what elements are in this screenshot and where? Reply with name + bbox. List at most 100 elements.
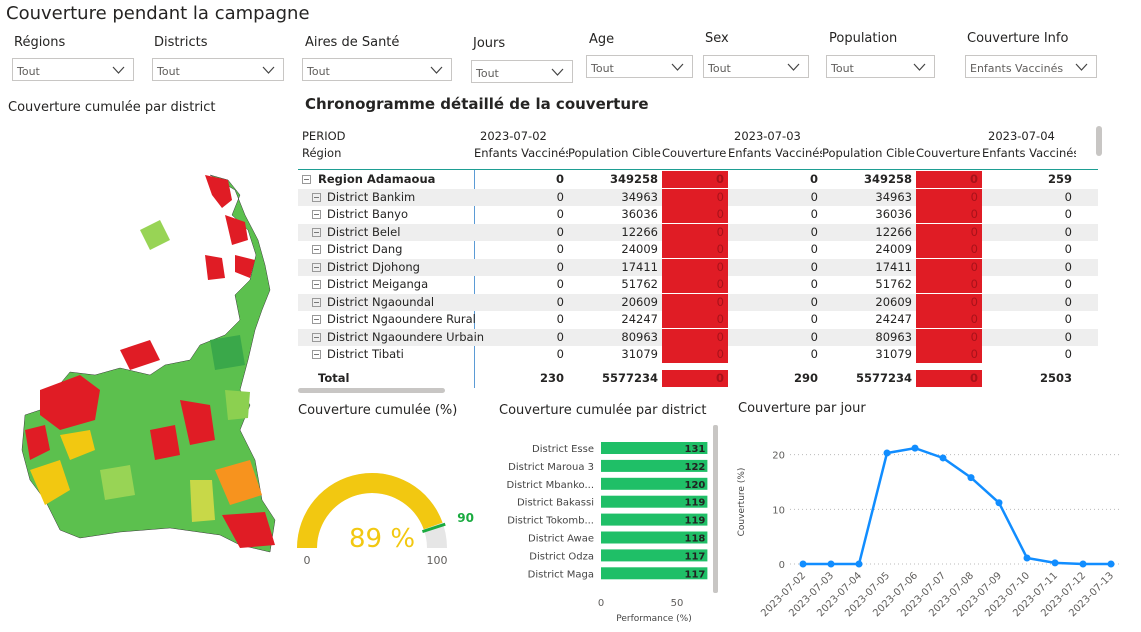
data-label: 120 bbox=[685, 480, 706, 491]
table-cell: 31079 bbox=[875, 347, 912, 361]
filter-dropdown[interactable]: Tout bbox=[12, 58, 134, 81]
expand-toggle[interactable] bbox=[312, 315, 321, 324]
bar bbox=[601, 531, 708, 544]
table-cell: 0 bbox=[662, 258, 728, 276]
point bbox=[911, 444, 919, 452]
expand-toggle[interactable] bbox=[312, 210, 321, 219]
expand-toggle[interactable] bbox=[312, 245, 321, 254]
y-tick-label: District Esse bbox=[532, 444, 594, 455]
table-cell: 0 bbox=[1064, 347, 1072, 361]
point bbox=[939, 454, 947, 462]
filter-dropdown[interactable]: Tout bbox=[703, 55, 809, 78]
period-label: PERIOD bbox=[302, 129, 346, 143]
table-cell: 0 bbox=[916, 311, 982, 328]
filter-label: Aires de Santé bbox=[305, 35, 400, 50]
filter-label: Couverture Info bbox=[967, 31, 1069, 46]
table-cell: 349258 bbox=[609, 172, 658, 186]
chevron bbox=[551, 68, 564, 76]
table-cell: 0 bbox=[1064, 207, 1072, 221]
total-cell: 230 bbox=[539, 371, 564, 385]
filter-label: Jours bbox=[473, 36, 506, 51]
column-header: Population Cible bbox=[568, 146, 661, 160]
table-cell: 0 bbox=[556, 224, 564, 239]
expand-toggle[interactable] bbox=[312, 350, 321, 359]
table-cell: 0 bbox=[810, 329, 818, 344]
table-cell: 0 bbox=[916, 258, 982, 276]
data-label: 119 bbox=[685, 498, 706, 509]
point bbox=[799, 560, 807, 568]
table-cell: 0 bbox=[809, 172, 818, 186]
point bbox=[967, 474, 975, 482]
bar bbox=[601, 495, 708, 508]
gauge-value-label: 89 % bbox=[349, 524, 415, 554]
scrollbar[interactable] bbox=[298, 388, 445, 393]
table-cell: 0 bbox=[1064, 189, 1072, 204]
table-cell: 0 bbox=[662, 328, 728, 346]
total-name: Total bbox=[318, 371, 350, 385]
table-cell: 0 bbox=[1064, 329, 1072, 344]
y-tick-label: 0 bbox=[779, 560, 785, 571]
total-cell: 5577234 bbox=[601, 371, 658, 385]
table-cell: 0 bbox=[810, 347, 818, 361]
chevron bbox=[913, 63, 926, 71]
filter-dropdown[interactable]: Tout bbox=[826, 55, 935, 78]
chart-title: Couverture par jour bbox=[738, 401, 866, 416]
y-tick-label: 20 bbox=[772, 451, 785, 462]
table-cell: 0 bbox=[662, 188, 728, 206]
expand-toggle[interactable] bbox=[312, 280, 321, 289]
scrollbar[interactable] bbox=[1096, 126, 1102, 156]
expand-toggle[interactable] bbox=[312, 332, 321, 342]
expand-toggle[interactable] bbox=[312, 192, 321, 202]
table-cell: 0 bbox=[1064, 312, 1072, 326]
filter-label: Sex bbox=[705, 31, 729, 46]
gauge-value bbox=[297, 472, 443, 548]
filter-dropdown[interactable]: Tout bbox=[471, 60, 573, 83]
table-cell: 0 bbox=[916, 276, 982, 293]
table-cell: 24247 bbox=[621, 312, 658, 326]
filter-dropdown[interactable]: Tout bbox=[152, 58, 284, 81]
table-title: Chronogramme détaillé de la couverture bbox=[305, 95, 649, 113]
expand-toggle[interactable] bbox=[312, 262, 321, 272]
filter-dropdown[interactable]: Enfants Vaccinés bbox=[965, 55, 1097, 78]
row-name: District Dang bbox=[327, 242, 403, 256]
table-cell: 0 bbox=[662, 276, 728, 293]
data-label: 118 bbox=[685, 534, 706, 545]
table-cell: 0 bbox=[810, 224, 818, 239]
point bbox=[883, 449, 891, 457]
data-label: 119 bbox=[685, 516, 706, 527]
map-title: Couverture cumulée par district bbox=[8, 100, 216, 115]
table-cell: 0 bbox=[556, 242, 564, 256]
chevron bbox=[671, 63, 684, 71]
y-tick-label: District Maroua 3 bbox=[508, 462, 594, 473]
chevron bbox=[787, 63, 800, 71]
y-tick-label: District Tokomb... bbox=[507, 516, 594, 527]
gauge-tick-label: 0 bbox=[304, 554, 311, 567]
scrollbar[interactable] bbox=[713, 425, 718, 593]
chevron bbox=[1075, 63, 1088, 71]
x-axis-title: Performance (%) bbox=[616, 614, 691, 624]
row-name: District Ngaoundal bbox=[327, 294, 435, 309]
filter-label: Population bbox=[829, 31, 898, 46]
row-name: District Bankim bbox=[327, 189, 416, 204]
table-cell: 0 bbox=[916, 293, 982, 311]
table-cell: 0 bbox=[1064, 224, 1072, 239]
point bbox=[1051, 559, 1059, 567]
table-cell: 0 bbox=[555, 172, 564, 186]
filter-dropdown[interactable]: Tout bbox=[302, 58, 452, 81]
expand-toggle[interactable] bbox=[302, 175, 311, 184]
total-cell: 5577234 bbox=[855, 371, 912, 385]
filter-dropdown[interactable]: Tout bbox=[586, 55, 693, 78]
table-cell: 259 bbox=[1047, 172, 1072, 186]
total-cell: 290 bbox=[793, 371, 818, 385]
expand-toggle[interactable] bbox=[312, 227, 321, 237]
point bbox=[1107, 560, 1115, 568]
table-cell: 0 bbox=[662, 206, 728, 223]
point bbox=[1023, 554, 1031, 562]
header-rule bbox=[298, 169, 1098, 170]
point bbox=[995, 499, 1003, 507]
table-cell: 0 bbox=[556, 347, 564, 361]
expand-toggle[interactable] bbox=[312, 297, 321, 307]
x-tick-label: 50 bbox=[671, 598, 684, 609]
